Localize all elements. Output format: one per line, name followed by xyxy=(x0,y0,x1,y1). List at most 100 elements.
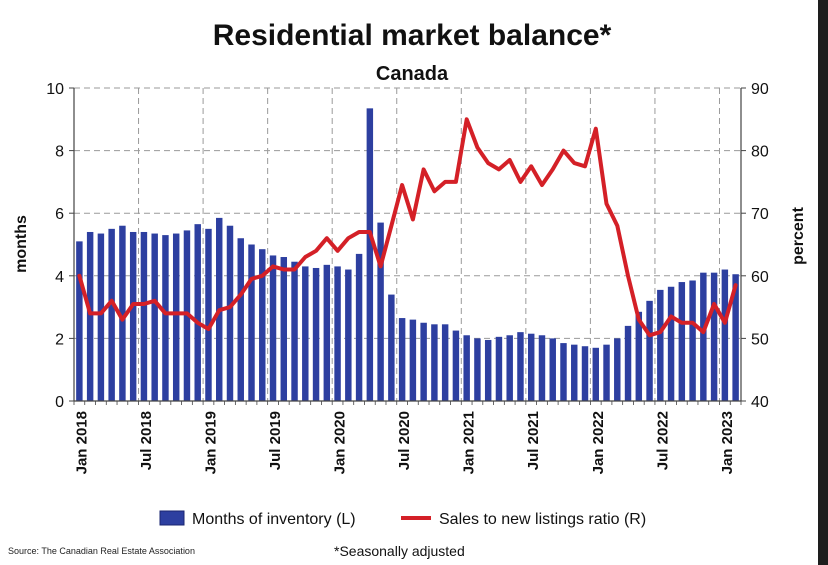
bar-months-of-inventory xyxy=(409,319,417,401)
bar-months-of-inventory xyxy=(129,231,137,401)
line-series-sales-to-new-listings xyxy=(77,117,738,338)
left-tick-label: 6 xyxy=(55,206,64,223)
bar-months-of-inventory xyxy=(269,255,277,401)
window-edge xyxy=(818,0,828,565)
bar-months-of-inventory xyxy=(495,336,503,401)
left-tick-label: 10 xyxy=(46,81,64,98)
x-tick-label: Jul 2019 xyxy=(267,411,284,470)
bar-months-of-inventory xyxy=(345,269,352,401)
bar-months-of-inventory xyxy=(291,261,298,401)
legend-label-line: Sales to new listings ratio (R) xyxy=(439,511,646,528)
bar-months-of-inventory xyxy=(646,300,653,401)
bar-months-of-inventory xyxy=(657,289,664,401)
bar-months-of-inventory xyxy=(463,335,470,401)
bar-months-of-inventory xyxy=(710,272,718,401)
x-tick-label: Jul 2021 xyxy=(525,411,542,470)
bar-months-of-inventory xyxy=(162,235,169,401)
bar-months-of-inventory xyxy=(194,224,201,401)
bar-months-of-inventory xyxy=(366,108,374,401)
x-tick-label: Jan 2019 xyxy=(202,411,219,474)
bar-months-of-inventory xyxy=(678,282,686,401)
bar-months-of-inventory xyxy=(97,233,105,401)
bar-months-of-inventory xyxy=(151,233,158,401)
bar-months-of-inventory xyxy=(302,266,309,401)
x-tick-label: Jan 2020 xyxy=(332,411,349,474)
bar-months-of-inventory xyxy=(635,311,643,401)
bar-months-of-inventory xyxy=(571,344,578,401)
bar-months-of-inventory xyxy=(355,253,363,401)
bar-months-of-inventory xyxy=(474,338,481,401)
bar-months-of-inventory xyxy=(431,324,438,401)
bar-months-of-inventory xyxy=(86,231,94,401)
right-tick-label: 60 xyxy=(751,269,769,286)
left-tick-label: 8 xyxy=(55,144,64,161)
bar-months-of-inventory xyxy=(700,272,707,401)
bar-months-of-inventory xyxy=(323,264,331,401)
x-tick-label: Jan 2018 xyxy=(73,411,90,474)
x-tick-label: Jul 2018 xyxy=(138,411,155,470)
bar-months-of-inventory xyxy=(560,343,567,401)
bar-months-of-inventory xyxy=(119,225,126,401)
line-sales-to-new-listings-ratio xyxy=(77,117,738,338)
bar-months-of-inventory xyxy=(517,332,524,401)
left-tick-label: 2 xyxy=(55,331,64,348)
bar-months-of-inventory xyxy=(484,339,492,401)
left-tick-label: 4 xyxy=(55,269,64,286)
right-tick-label: 70 xyxy=(751,206,769,223)
bar-months-of-inventory xyxy=(732,274,739,401)
left-axis-label: months xyxy=(13,215,30,273)
bar-months-of-inventory xyxy=(226,225,234,401)
right-tick-label: 80 xyxy=(751,144,769,161)
right-tick-label: 50 xyxy=(751,331,769,348)
bar-months-of-inventory xyxy=(205,228,212,401)
seasonally-adjusted-note: *Seasonally adjusted xyxy=(334,543,465,559)
bar-months-of-inventory xyxy=(420,322,427,401)
x-tick-label: Jan 2023 xyxy=(719,411,736,474)
bar-months-of-inventory xyxy=(441,324,449,401)
legend-swatch-bar xyxy=(159,510,185,526)
bar-months-of-inventory xyxy=(76,241,83,401)
bar-months-of-inventory xyxy=(259,249,266,401)
chart-subtitle: Canada xyxy=(376,63,449,85)
bar-months-of-inventory xyxy=(312,267,320,401)
bar-months-of-inventory xyxy=(377,222,384,401)
right-tick-label: 90 xyxy=(751,81,769,98)
bar-months-of-inventory xyxy=(237,238,244,401)
bar-months-of-inventory xyxy=(506,335,513,401)
x-tick-label: Jan 2022 xyxy=(590,411,607,474)
legend: Months of inventory (L) Sales to new lis… xyxy=(159,510,646,528)
bar-months-of-inventory xyxy=(603,344,610,401)
bar-months-of-inventory xyxy=(172,233,180,401)
bar-months-of-inventory xyxy=(398,318,406,401)
source-note: Source: The Canadian Real Estate Associa… xyxy=(8,546,195,556)
bar-months-of-inventory xyxy=(614,338,621,401)
bar-months-of-inventory xyxy=(538,335,546,401)
bar-months-of-inventory xyxy=(549,338,556,401)
bar-months-of-inventory xyxy=(592,347,599,401)
bar-months-of-inventory xyxy=(140,231,148,401)
legend-label-bar: Months of inventory (L) xyxy=(192,511,356,528)
bar-months-of-inventory xyxy=(452,330,460,401)
bar-months-of-inventory xyxy=(248,244,255,401)
bar-months-of-inventory xyxy=(108,228,115,401)
bar-months-of-inventory xyxy=(624,325,632,401)
x-tick-label: Jul 2022 xyxy=(654,411,671,470)
axes: 0 2 4 6 8 10 40 50 60 70 80 90 Jan 2018 Jul 2018 Jan 2… xyxy=(46,81,769,474)
bar-months-of-inventory xyxy=(334,266,341,401)
right-tick-label: 40 xyxy=(751,394,769,411)
right-axis-label: percent xyxy=(790,206,807,264)
x-tick-label: Jan 2021 xyxy=(461,411,478,474)
bar-series-months-of-inventory xyxy=(76,108,739,401)
bar-months-of-inventory xyxy=(581,346,589,401)
bar-months-of-inventory xyxy=(388,294,395,401)
bar-months-of-inventory xyxy=(667,286,675,401)
left-tick-label: 0 xyxy=(55,394,64,411)
bar-months-of-inventory xyxy=(280,257,288,401)
bar-months-of-inventory xyxy=(721,269,729,401)
chart-title: Residential market balance* xyxy=(213,19,612,52)
x-tick-label: Jul 2020 xyxy=(396,411,413,470)
bar-months-of-inventory xyxy=(689,280,696,401)
bar-months-of-inventory xyxy=(527,333,535,401)
